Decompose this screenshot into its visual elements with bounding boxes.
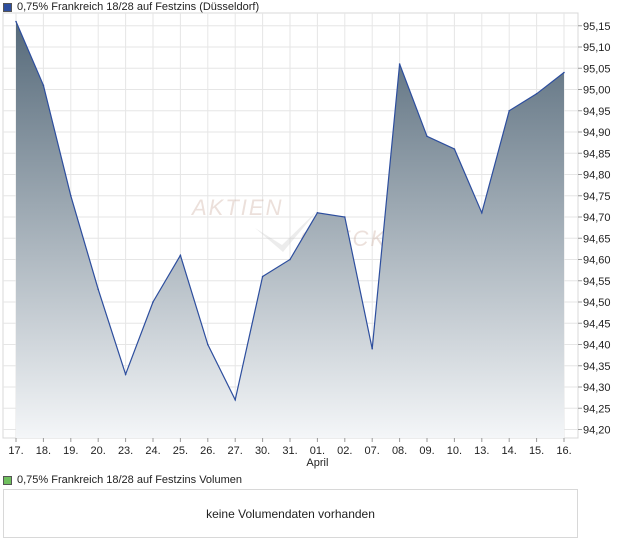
x-tick-label: 08. [392, 445, 407, 457]
y-tick-label: 94,25 [583, 403, 611, 415]
x-tick-label: 24. [145, 445, 160, 457]
y-tick-label: 94,75 [583, 191, 611, 203]
price-point [398, 63, 401, 65]
watermark-check-icon [255, 210, 318, 252]
y-tick-label: 94,85 [583, 148, 611, 160]
price-point [152, 301, 154, 303]
price-point [316, 211, 319, 214]
y-tick-label: 94,50 [583, 297, 611, 309]
price-point [289, 258, 291, 261]
volume-empty-message: keine Volumendaten vorhanden [206, 506, 375, 521]
y-tick-label: 94,95 [583, 106, 611, 118]
x-tick-label: 18. [36, 445, 51, 457]
x-tick-label: 14. [502, 445, 517, 457]
x-tick-label: 23. [118, 445, 133, 457]
x-tick-label: 19. [63, 445, 78, 457]
price-point [344, 216, 346, 218]
legend-volume: 0,75% Frankreich 18/28 auf Festzins Volu… [3, 473, 242, 487]
price-point [15, 20, 17, 23]
x-tick-label: 15. [529, 445, 544, 457]
price-point [563, 71, 565, 74]
price-point [261, 275, 264, 278]
price-point [371, 347, 374, 350]
y-tick-label: 94,45 [583, 318, 611, 330]
price-area-fill [16, 21, 564, 438]
volume-panel: keine Volumendaten vorhanden [3, 489, 578, 538]
y-tick-label: 94,65 [583, 233, 611, 245]
x-tick-label: 13. [474, 445, 489, 457]
y-tick-label: 95,05 [583, 63, 611, 75]
x-tick-label: 26. [200, 445, 215, 457]
y-tick-label: 94,90 [583, 127, 611, 139]
y-tick-label: 95,15 [583, 21, 611, 33]
price-point [124, 373, 127, 376]
x-tick-label: 16. [556, 445, 571, 457]
legend-volume-swatch [3, 475, 12, 485]
price-point [508, 109, 511, 112]
y-tick-label: 95,00 [583, 85, 611, 97]
x-tick-label: 17. [8, 445, 23, 457]
watermark-top-text: AKTIEN [190, 195, 283, 220]
x-tick-label: 02. [337, 445, 352, 457]
x-tick-label: 25. [173, 445, 188, 457]
legend-volume-label: 0,75% Frankreich 18/28 auf Festzins Volu… [17, 474, 243, 486]
legend-price-swatch [3, 2, 12, 12]
price-point [207, 343, 209, 346]
x-tick-label: 20. [91, 445, 106, 457]
price-point [179, 254, 182, 257]
x-tick-label: 01. [310, 445, 325, 457]
y-tick-label: 94,70 [583, 212, 611, 224]
x-tick-label: 30. [255, 445, 270, 457]
y-tick-label: 95,10 [583, 42, 611, 54]
x-tick-label: 07. [365, 445, 380, 457]
y-tick-label: 94,30 [583, 382, 611, 394]
y-tick-label: 94,80 [583, 170, 611, 182]
y-tick-label: 94,60 [583, 255, 611, 267]
price-point [481, 211, 483, 214]
price-point [97, 288, 99, 291]
x-month-label: April [306, 457, 328, 469]
x-tick-label: 27. [228, 445, 243, 457]
price-point [453, 148, 456, 150]
legend-price-label: 0,75% Frankreich 18/28 auf Festzins (Düs… [17, 1, 260, 13]
y-tick-label: 94,40 [583, 340, 611, 352]
price-point [535, 92, 538, 95]
legend-price: 0,75% Frankreich 18/28 auf Festzins (Düs… [3, 0, 259, 14]
price-point [234, 398, 236, 401]
price-chart: AKTIEN CHECK 95,1595,1095,0595,0094,9594… [2, 12, 611, 469]
y-tick-label: 94,35 [583, 361, 611, 373]
price-point [426, 135, 428, 138]
price-point [42, 84, 45, 87]
x-tick-label: 10. [447, 445, 462, 457]
x-tick-label: 31. [282, 445, 297, 457]
price-point [70, 194, 72, 197]
y-tick-label: 94,55 [583, 276, 611, 288]
x-tick-label: 09. [419, 445, 434, 457]
y-tick-label: 94,20 [583, 425, 611, 437]
